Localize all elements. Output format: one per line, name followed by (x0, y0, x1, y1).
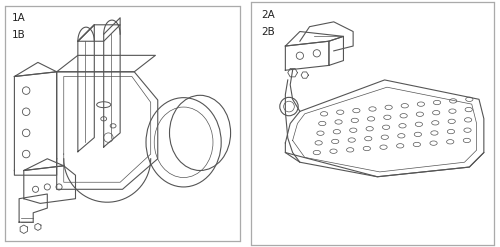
Text: 1B: 1B (12, 29, 26, 40)
Text: 2A: 2A (261, 10, 275, 20)
Text: 2B: 2B (261, 27, 275, 37)
Text: 1A: 1A (12, 13, 26, 23)
